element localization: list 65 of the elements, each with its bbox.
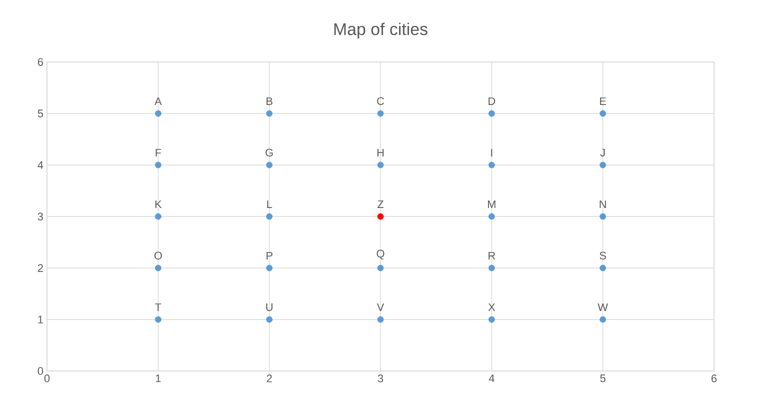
annotation: N: [600, 200, 606, 208]
point: [377, 110, 384, 117]
annotation: B: [266, 97, 272, 105]
annotation: J: [600, 148, 605, 156]
point: [488, 316, 495, 323]
annotation: K: [155, 200, 162, 208]
point: [377, 316, 384, 323]
point: [154, 316, 162, 323]
x-tick-label: 1: [156, 374, 161, 382]
annotation: P: [266, 252, 272, 260]
x-tick-label: 6: [712, 374, 717, 382]
point: [600, 110, 606, 117]
annotation: H: [377, 148, 384, 156]
y-tick-label: 6: [38, 58, 43, 66]
annotation: E: [600, 97, 606, 105]
annotation: L: [267, 200, 272, 208]
point: [488, 264, 495, 272]
point: [488, 213, 495, 220]
annotation: X: [488, 303, 496, 311]
x-tick-label: 0: [44, 374, 50, 382]
point: [154, 110, 162, 117]
point: [154, 162, 162, 168]
x-tick-label: 4: [488, 374, 494, 382]
y-tick-label: 4: [38, 161, 44, 169]
annotation: F: [156, 148, 162, 156]
y-tick-label: 3: [38, 212, 43, 220]
annotation: U: [266, 303, 272, 311]
point: [266, 264, 273, 272]
x-tick-label: 5: [600, 374, 606, 382]
annotation: Z: [378, 200, 384, 208]
point: [266, 213, 273, 220]
point: [377, 213, 384, 220]
point: [154, 264, 162, 272]
x-tick-label: 3: [378, 374, 384, 382]
point: [600, 213, 606, 220]
annotation: Q: [376, 250, 384, 260]
annotation: D: [488, 97, 496, 105]
y-tick-label: 0: [38, 367, 44, 375]
annotation: V: [376, 303, 384, 311]
y-tick-label: 5: [38, 110, 44, 118]
annotation: C: [377, 97, 384, 105]
y-tick-label: 1: [38, 316, 43, 324]
annotation: T: [155, 303, 162, 311]
point: [266, 162, 273, 168]
annotation: W: [598, 303, 608, 311]
y-tick-label: 2: [38, 264, 43, 272]
annotation: M: [488, 200, 496, 208]
point: [154, 213, 162, 220]
point: [266, 316, 273, 323]
point: [600, 316, 606, 323]
annotation: I: [491, 148, 492, 156]
point: [488, 162, 495, 168]
point: [377, 264, 384, 272]
annotation: R: [488, 252, 496, 260]
x-tick-label: 2: [266, 374, 272, 382]
point: [266, 110, 273, 117]
annotation: S: [600, 252, 606, 260]
point: [377, 162, 384, 168]
annotation: A: [154, 97, 162, 105]
point: [600, 264, 606, 272]
annotation: O: [154, 252, 162, 260]
annotation: G: [266, 148, 273, 156]
chart-title: Map of cities: [334, 22, 428, 39]
point: [600, 162, 606, 168]
point: [488, 110, 495, 117]
